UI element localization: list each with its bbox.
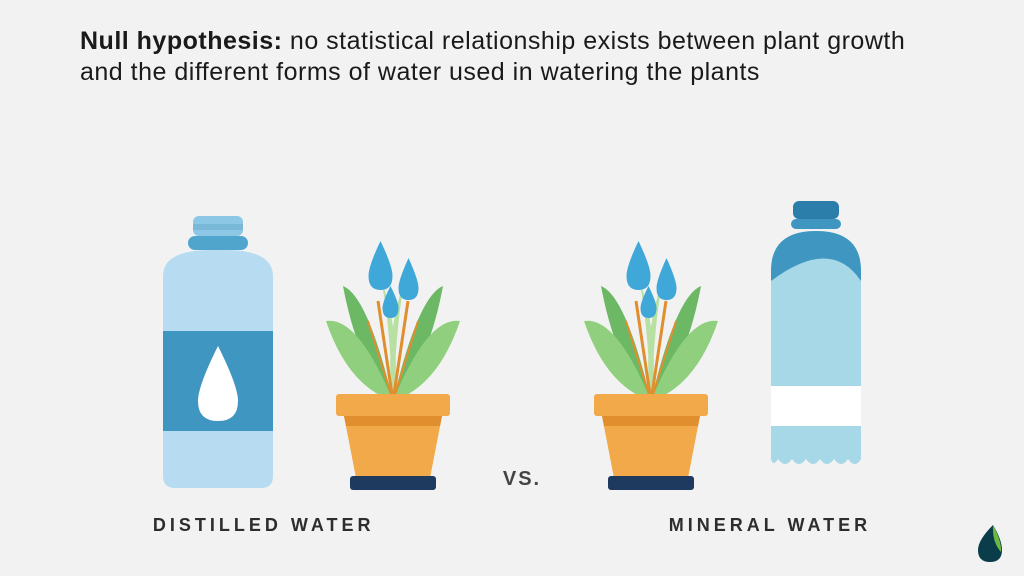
left-group: DISTILLED WATER xyxy=(143,216,478,536)
brand-logo-icon xyxy=(968,522,1010,564)
mineral-bottle xyxy=(751,201,881,491)
water-drops-icon xyxy=(350,236,435,321)
right-plant xyxy=(566,266,736,491)
distilled-bottle-icon xyxy=(143,216,293,491)
mineral-bottle-icon xyxy=(751,201,881,491)
left-plant xyxy=(308,266,478,491)
hypothesis-heading: Null hypothesis: no statistical relation… xyxy=(80,26,944,89)
vs-label: VS. xyxy=(503,468,541,491)
right-label: MINERAL WATER xyxy=(669,515,871,536)
distilled-bottle xyxy=(143,216,293,491)
comparison-scene: DISTILLED WATER VS. xyxy=(0,150,1024,536)
left-label: DISTILLED WATER xyxy=(153,515,375,536)
heading-bold: Null hypothesis: xyxy=(80,27,282,55)
water-drops-icon xyxy=(609,236,694,321)
right-group: MINERAL WATER xyxy=(566,216,881,536)
